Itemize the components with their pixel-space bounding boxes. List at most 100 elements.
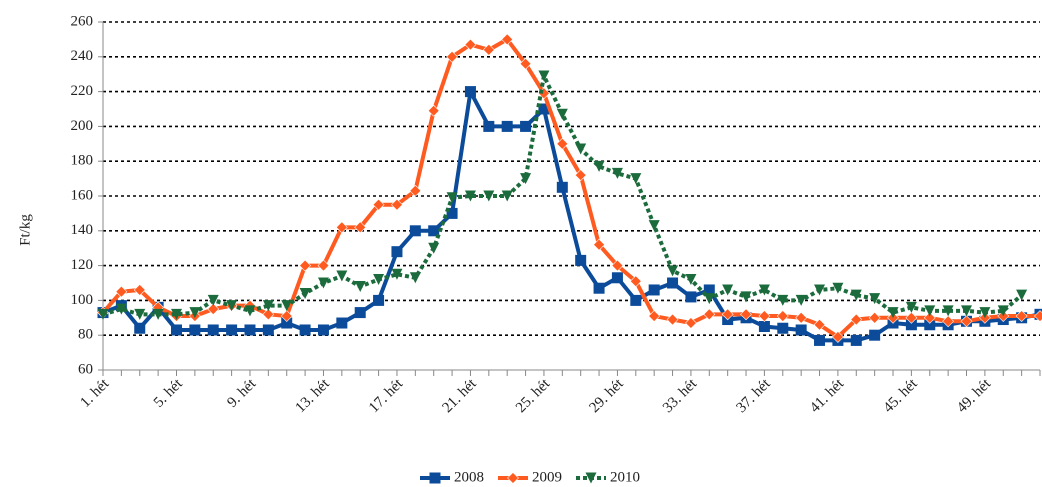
marker	[391, 246, 403, 258]
marker	[207, 303, 220, 316]
marker	[923, 311, 936, 324]
x-tick-label: 45. hét	[880, 375, 921, 416]
y-tick-label: 240	[71, 48, 94, 64]
marker	[960, 315, 973, 328]
marker	[373, 294, 385, 306]
y-tick-label: 60	[78, 361, 93, 377]
marker	[814, 284, 826, 296]
marker	[538, 103, 550, 115]
marker	[336, 317, 348, 329]
marker	[170, 308, 182, 320]
marker	[336, 270, 348, 282]
marker	[464, 190, 476, 202]
marker	[905, 301, 917, 313]
marker	[226, 324, 238, 336]
marker	[281, 300, 293, 312]
marker	[831, 331, 844, 343]
x-tick-label: 17. hét	[366, 375, 407, 416]
marker	[942, 305, 954, 317]
marker	[115, 303, 127, 315]
marker	[593, 238, 605, 251]
marker	[299, 259, 312, 272]
marker	[428, 225, 440, 237]
marker	[667, 265, 679, 277]
marker	[115, 285, 128, 298]
marker	[354, 307, 366, 319]
marker	[740, 291, 752, 303]
y-tick-label: 180	[71, 153, 94, 169]
x-tick-label: 33. hét	[660, 375, 701, 416]
y-axis-label: Ft/kg	[17, 214, 33, 246]
marker	[685, 291, 697, 303]
marker	[244, 305, 256, 317]
marker	[795, 324, 807, 336]
marker	[905, 319, 917, 331]
marker	[722, 284, 734, 296]
y-tick-label: 200	[71, 118, 94, 134]
marker	[373, 274, 385, 286]
marker	[483, 190, 495, 202]
marker	[795, 311, 808, 324]
marker	[299, 287, 311, 299]
marker	[409, 184, 422, 197]
marker	[593, 282, 605, 294]
marker	[556, 108, 568, 120]
legend-label: 2009	[532, 469, 562, 485]
marker	[170, 324, 182, 336]
marker	[317, 324, 329, 336]
marker	[703, 308, 716, 321]
marker	[795, 294, 807, 306]
marker	[556, 137, 569, 150]
y-tick-label: 260	[71, 13, 94, 29]
marker	[740, 308, 752, 321]
marker	[244, 324, 256, 336]
marker	[850, 334, 862, 346]
marker	[281, 317, 293, 329]
marker	[850, 313, 863, 326]
marker	[372, 198, 385, 211]
x-tick-label: 13. hét	[293, 375, 334, 416]
series-line	[102, 89, 1041, 343]
marker	[134, 322, 146, 334]
marker	[758, 284, 770, 296]
marker	[850, 289, 862, 301]
x-tick-label: 41. hét	[807, 375, 848, 416]
marker	[629, 275, 642, 288]
marker	[777, 294, 789, 306]
x-tick-label: 21. hét	[440, 375, 481, 416]
marker	[262, 300, 274, 312]
marker	[667, 277, 679, 289]
x-tick-label: 5. hét	[151, 375, 186, 410]
marker	[814, 334, 826, 346]
y-tick-label: 80	[78, 327, 93, 343]
marker	[924, 319, 936, 331]
marker	[354, 280, 366, 292]
x-tick-label: 37. hét	[733, 375, 774, 416]
marker	[611, 272, 623, 284]
y-tick-label: 140	[71, 222, 94, 238]
marker	[703, 284, 715, 296]
marker	[574, 169, 587, 182]
marker	[133, 284, 146, 296]
marker	[189, 307, 201, 319]
marker	[832, 282, 844, 294]
marker	[262, 324, 274, 336]
marker	[1016, 289, 1028, 301]
marker	[648, 220, 660, 232]
marker	[427, 104, 440, 117]
marker	[520, 173, 532, 185]
marker	[813, 318, 826, 331]
marker	[519, 57, 532, 70]
y-tick-label: 120	[71, 257, 94, 273]
marker	[446, 192, 458, 204]
marker	[482, 43, 495, 56]
marker	[924, 305, 936, 317]
marker	[207, 324, 219, 336]
marker	[666, 313, 679, 326]
marker	[299, 324, 311, 336]
marker	[446, 207, 458, 219]
marker	[391, 198, 403, 211]
marker	[868, 311, 881, 324]
marker	[446, 50, 459, 63]
marker	[483, 120, 495, 132]
